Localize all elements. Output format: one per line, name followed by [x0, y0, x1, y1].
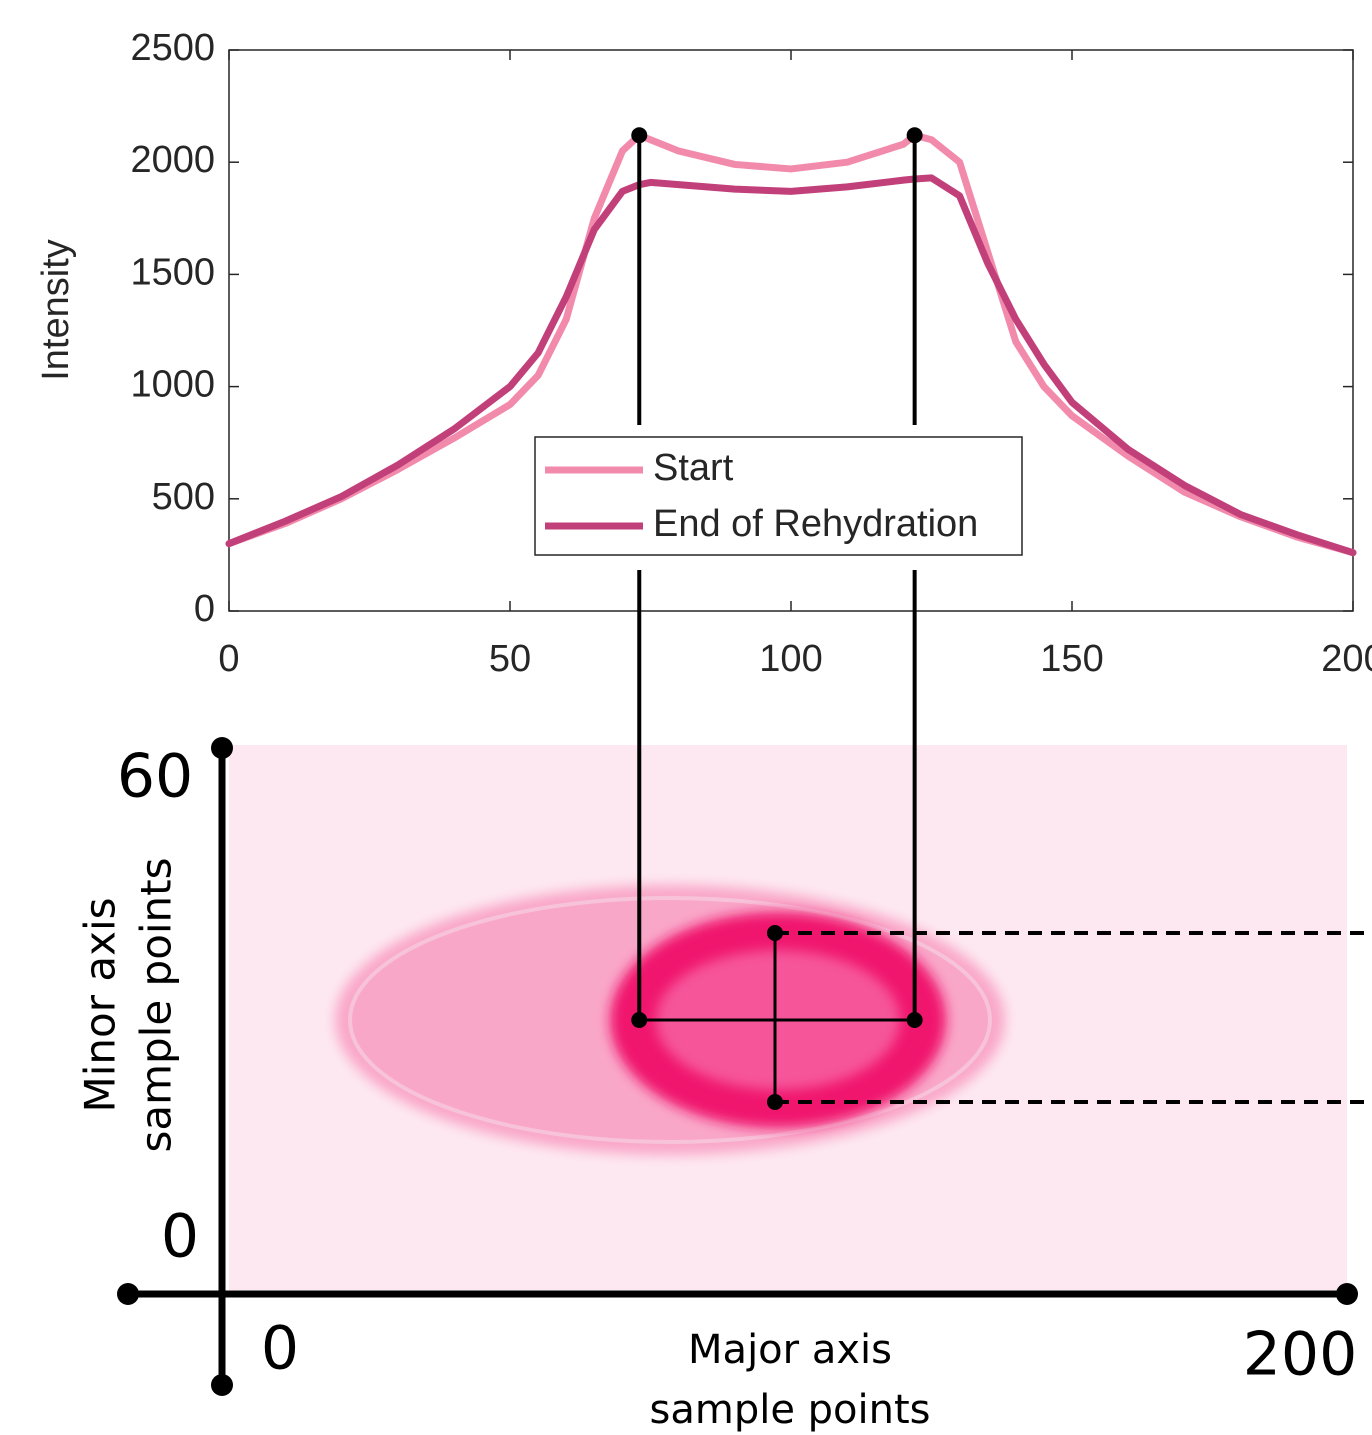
series-line [225, 174, 1357, 557]
y-label: Minor axis [76, 898, 125, 1113]
y-tick-label: 1500 [130, 251, 215, 293]
y-tick-label: 1000 [130, 364, 215, 406]
y-tick-label: 0 [194, 588, 215, 630]
guide-dot [767, 1094, 783, 1110]
y-bottom-label: 0 [161, 1202, 199, 1272]
x-right-label: 200 [1243, 1320, 1358, 1390]
series-line [225, 131, 1357, 557]
y-tick-label: 2000 [130, 139, 215, 181]
x-tick-label: 150 [1040, 638, 1103, 680]
ellipse-diagram: 60 0 0 200 Minor axis sample points Majo… [76, 737, 1372, 1433]
y-label: sample points [132, 857, 181, 1152]
y-label-group: Minor axis sample points [76, 857, 181, 1152]
legend-label: Start [653, 447, 734, 489]
axis-dot [1336, 1283, 1358, 1305]
peak-dot [631, 127, 648, 144]
legend: Start End of Rehydration [534, 436, 1023, 556]
guide-dot [767, 925, 783, 941]
peak-dot [906, 127, 923, 144]
x-tick-label: 100 [759, 638, 822, 680]
axis-dot [211, 737, 233, 759]
y-tick-label: 2500 [130, 27, 215, 69]
axis-dot [211, 1374, 233, 1396]
y-tick-label: 500 [152, 476, 215, 518]
axis-dot [117, 1283, 139, 1305]
x-left-label: 0 [261, 1314, 299, 1384]
x-tick-label: 200 [1321, 638, 1372, 680]
y-axis-label: Intensity [35, 239, 77, 381]
x-tick-label: 50 [489, 638, 531, 680]
legend-label: End of Rehydration [653, 503, 978, 545]
x-label: Major axis [688, 1327, 892, 1373]
outer-ellipse-rim [348, 896, 992, 1144]
y-top-label: 60 [117, 742, 193, 812]
legend-box [534, 436, 1023, 556]
x-label: sample points [650, 1387, 931, 1433]
x-tick-label: 0 [218, 638, 239, 680]
